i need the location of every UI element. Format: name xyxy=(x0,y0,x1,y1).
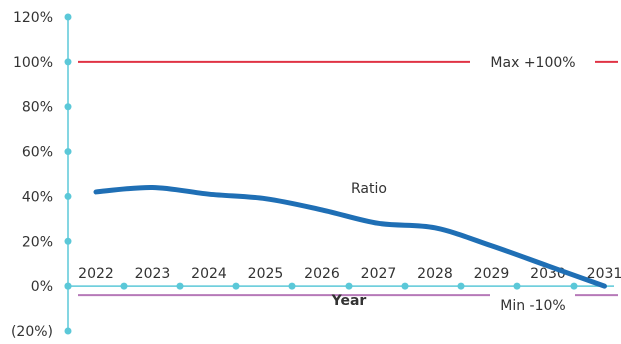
x-tick-label: 2024 xyxy=(191,266,227,282)
series-line xyxy=(93,184,607,289)
y-tick-marker xyxy=(64,58,72,66)
reference-line-label: Min -10% xyxy=(500,298,565,314)
y-tick-label: 120% xyxy=(13,10,53,26)
y-axis: (20%) 0% 20% 40% 60% 80% 100% 120% xyxy=(11,10,72,340)
y-tick-label: 100% xyxy=(13,55,53,71)
y-tick-label: 40% xyxy=(22,189,53,205)
x-tick-label: 2029 xyxy=(474,266,510,282)
x-tick-label: 2025 xyxy=(248,266,284,282)
x-tick-marker xyxy=(570,282,578,290)
y-tick-label: 20% xyxy=(22,234,53,250)
reference-lines: Max +100% Min -10% xyxy=(78,55,618,314)
x-tick-marker xyxy=(457,282,465,290)
y-tick-marker xyxy=(64,327,72,335)
y-tick-marker xyxy=(64,148,72,156)
reference-line-label: Max +100% xyxy=(490,55,575,71)
x-tick-marker xyxy=(288,282,296,290)
y-tick-label: 0% xyxy=(31,279,53,295)
x-tick-label: 2031 xyxy=(587,266,621,282)
series-label: Ratio xyxy=(351,181,387,197)
x-axis-label: Year xyxy=(331,293,367,309)
y-tick-marker xyxy=(64,13,72,21)
x-tick-marker xyxy=(64,282,72,290)
series: Ratio xyxy=(93,181,607,289)
y-tick-label: (20%) xyxy=(11,324,53,340)
x-tick-label: 2027 xyxy=(361,266,397,282)
x-tick-label: 2026 xyxy=(304,266,340,282)
x-tick-label: 2028 xyxy=(417,266,453,282)
y-tick-label: 80% xyxy=(22,100,53,116)
x-tick-label: 2022 xyxy=(78,266,114,282)
x-tick-marker xyxy=(176,282,184,290)
y-tick-marker xyxy=(64,237,72,245)
x-tick-marker xyxy=(513,282,521,290)
y-tick-label: 60% xyxy=(22,145,53,161)
x-axis: 2022 2023 2024 2025 2026 2027 2028 2029 2030 2031 xyxy=(64,266,621,290)
x-tick-label: 2023 xyxy=(135,266,171,282)
y-tick-marker xyxy=(64,192,72,200)
x-tick-marker xyxy=(345,282,353,290)
x-tick-marker xyxy=(401,282,409,290)
x-tick-marker xyxy=(232,282,240,290)
x-tick-marker xyxy=(120,282,128,290)
y-tick-marker xyxy=(64,103,72,111)
